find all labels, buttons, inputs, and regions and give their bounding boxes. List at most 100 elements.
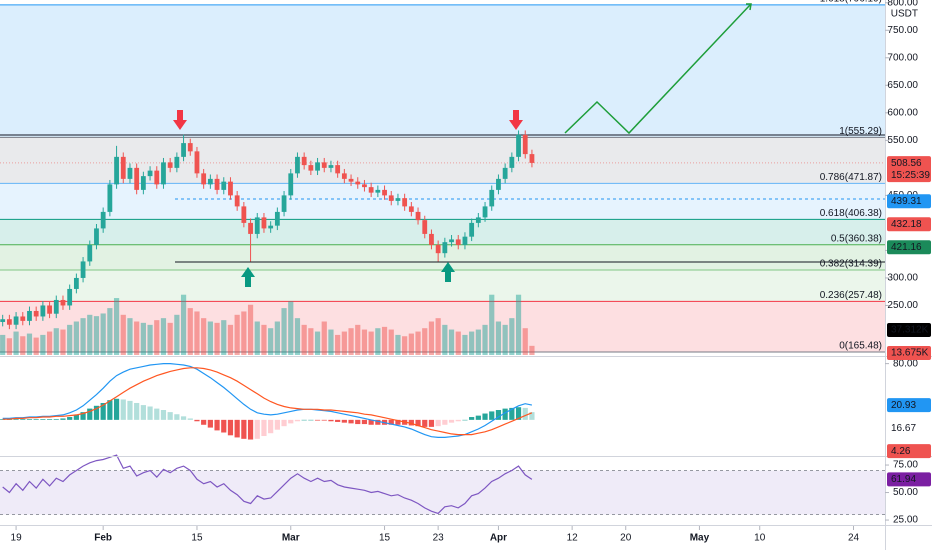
macd-hist-bar (227, 419, 234, 436)
candle-body (408, 206, 414, 212)
volume-bar (107, 308, 113, 355)
volume-bar (134, 321, 140, 355)
candle-body (100, 211, 106, 229)
candle-body (281, 195, 287, 212)
macd-hist-bar (321, 419, 327, 421)
macd-hist-bar (67, 417, 73, 420)
candle-body (335, 165, 341, 174)
candle-body (429, 233, 434, 245)
candle-body (47, 305, 52, 314)
macd-hist-bar (93, 405, 100, 420)
volume-bar (268, 328, 274, 355)
macd-hist-bar (140, 405, 146, 420)
candle-body (0, 319, 6, 322)
candle-body (415, 211, 421, 221)
volume-bar (214, 322, 220, 355)
down-arrow (173, 110, 187, 130)
candle-body (87, 244, 93, 262)
macd-hist-bar (529, 412, 535, 420)
candle-body (154, 170, 160, 185)
unit-label: USDT (891, 9, 918, 20)
macd-hist-bar (167, 412, 173, 420)
volume-bar (469, 331, 475, 355)
candle-body (40, 305, 46, 317)
x-tick-label: 12 (567, 533, 579, 544)
macd-hist-bar (201, 419, 207, 425)
price-badge (887, 472, 931, 487)
volume-bar (247, 304, 254, 355)
macd-line (2, 363, 533, 438)
volume-bar (241, 311, 247, 355)
macd-hist-bar (341, 419, 347, 423)
fib-label: 0.786(471.87) (820, 172, 882, 183)
price-badge-label: 20.93 (891, 400, 916, 411)
fib-label: 0.382(314.39) (820, 259, 882, 270)
volume-bar (402, 336, 408, 355)
volume-bar (187, 308, 193, 355)
y-tick-label: 800.00 (887, 0, 918, 8)
macd-hist-bar (415, 419, 421, 427)
candle-body (388, 195, 394, 201)
candle-body (435, 244, 441, 254)
volume-bar (502, 324, 508, 355)
x-tick-label: 20 (620, 533, 632, 544)
candle-body (13, 316, 19, 325)
candle-body (295, 156, 300, 174)
volume-bar (87, 314, 93, 355)
volume-bar (40, 334, 46, 355)
macd-hist-bar (247, 419, 254, 440)
volume-bar (448, 329, 455, 355)
plot-layer (0, 130, 885, 516)
fib-zone (0, 270, 885, 302)
projection-path (564, 4, 751, 135)
price-badge-label: 421.16 (891, 242, 922, 253)
volume-bar (368, 331, 374, 355)
volume-bar (348, 328, 354, 355)
macd-hist-bar (288, 419, 294, 424)
fib-zone (0, 219, 885, 245)
price-badge (887, 323, 931, 338)
volume-bar (167, 322, 173, 355)
volume-bar (180, 294, 187, 355)
volume-bar (147, 324, 153, 355)
price-badge (887, 346, 931, 361)
candle-body (268, 225, 274, 229)
volume-bar (321, 321, 327, 355)
candle-body (147, 170, 153, 177)
candle-body (422, 220, 428, 234)
macd-hist-bar (435, 419, 441, 427)
volume-bar (6, 338, 12, 355)
volume-bar (375, 328, 381, 355)
volume-bar (515, 294, 522, 355)
macd-hist-bar (60, 418, 66, 420)
price-badge (887, 240, 931, 255)
volume-bar (455, 331, 461, 355)
volume-bar (522, 328, 528, 355)
y-tick-label: 25.00 (893, 515, 918, 526)
volume-bar (395, 334, 401, 355)
volume-bar (529, 345, 535, 355)
macd-hist-bar (194, 419, 200, 422)
candle-body (60, 299, 66, 306)
price-badge-label: 13.675K (891, 348, 929, 359)
fib-label: 1(555.29) (839, 126, 882, 137)
macd-hist-bar (154, 408, 160, 420)
macd-hist-bar (26, 419, 33, 420)
volume-bar (408, 333, 414, 355)
macd-hist-bar (20, 419, 26, 420)
candle-body (368, 187, 374, 193)
y-tick-label: 750.00 (887, 25, 918, 36)
x-tick-label: Mar (282, 533, 300, 544)
candle-body (6, 319, 12, 325)
price-badge-label: 432.18 (891, 219, 922, 230)
macd-hist-bar (100, 402, 106, 420)
volume-bar (26, 333, 33, 355)
candle-body (348, 178, 354, 182)
price-badge-label: 37.312K (891, 325, 929, 336)
volume-bar (254, 321, 260, 355)
fib-label: 1.618(796.19) (820, 0, 882, 4)
volume-bar (388, 329, 394, 355)
candle-body (522, 134, 528, 155)
candle-body (248, 222, 253, 234)
macd-hist-bar (475, 415, 481, 420)
